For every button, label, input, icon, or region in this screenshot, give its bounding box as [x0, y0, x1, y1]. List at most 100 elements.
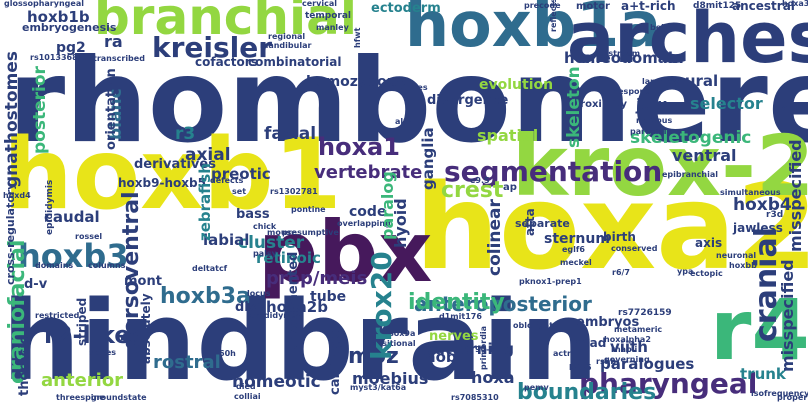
word-axis: axis	[695, 236, 723, 250]
word-primordia: primordia	[479, 325, 488, 370]
word-branchial: branchial	[94, 0, 358, 46]
word-moebius: moebius	[352, 369, 429, 388]
word-colliai: colliai	[234, 392, 261, 401]
word-deltatcf: deltatcf	[192, 264, 228, 273]
word-nerves: nerves	[429, 329, 479, 344]
word-regional: regional	[268, 32, 306, 41]
word-epididymis: epididymis	[45, 179, 55, 235]
word-myst3: myst3/kat6a	[350, 383, 407, 392]
word-oblongata: oblongata	[513, 321, 559, 330]
word-sox9a: sox9a	[389, 329, 416, 338]
word-hoxa: hoxa	[471, 368, 515, 387]
word-anteroposterior: anteroposterior	[414, 292, 592, 316]
word-segmentation: segmentation	[444, 155, 663, 188]
word-ra: ra	[104, 32, 123, 51]
word-proximity: proximity	[573, 99, 627, 110]
word-domains: domains	[35, 261, 74, 270]
word-divergence: divergence	[427, 93, 509, 108]
word-r5: r5	[122, 328, 140, 346]
word-viith: viith	[610, 338, 648, 356]
word-ganglia: ganglia	[419, 127, 437, 190]
word-defects: defects	[210, 176, 244, 185]
word-manley: manley	[316, 23, 349, 32]
word-conserved: conserved	[611, 244, 658, 253]
word-kreisler: kreisler	[152, 31, 273, 64]
word-hoxb3: hoxb3	[18, 237, 129, 275]
word-transcribed: transcribed	[93, 54, 145, 63]
word-palsy: palsy	[253, 249, 277, 258]
word-pknox1-prep1: pknox1-prep1	[519, 277, 582, 286]
word-evolution: evolution	[479, 77, 554, 93]
word-chick: chick	[253, 222, 277, 231]
word-rs7726159: rs7726159	[618, 308, 672, 318]
word-proper: proper	[777, 393, 808, 402]
word-embryos: embryos	[576, 315, 640, 330]
word-ectopic: ectopic	[690, 269, 723, 278]
word-hoxalpha2: hoxalpha2	[604, 335, 651, 344]
word-birth: birth	[603, 230, 636, 244]
word-gnathostomes: gnathostomes	[2, 51, 22, 188]
word-head: head	[573, 336, 607, 350]
word-rossel: rossel	[75, 232, 103, 241]
word-colinear: colinear	[485, 199, 505, 276]
word-series: series	[89, 348, 117, 357]
word-nervous: nervous	[636, 116, 673, 125]
word-absolutely: absolutely	[139, 293, 153, 364]
word-rs1302781: rs1302781	[270, 187, 318, 196]
word-hoxb1a: hoxb1a	[405, 0, 662, 61]
word-upstream: upstream	[597, 49, 641, 58]
word-spatial: spatial	[477, 126, 539, 145]
word-mont: mont	[124, 274, 162, 289]
word-90-kb: 90-kb	[475, 345, 501, 354]
word-cns: cns	[782, 104, 800, 114]
word-positional: positional	[371, 339, 416, 348]
word-misspecified-top: misspecified	[786, 139, 805, 252]
word-bass: bass	[236, 207, 270, 222]
word-r6-7: r6/7	[612, 268, 630, 277]
word-pharyngeal: pharyngeal	[579, 367, 758, 400]
word-krox20: krox20	[365, 251, 398, 360]
word-hoxa3: hoxa3	[782, 0, 808, 8]
word-unsegmented: unsegmented	[286, 251, 301, 352]
word-skeletogenic: skeletogenic	[630, 128, 752, 148]
word-r2-like: r2-like	[44, 321, 131, 349]
word-cervical: cervical	[302, 0, 337, 8]
word-zebrafish: zebrafish	[196, 163, 214, 241]
word-krox-20: krox-20	[512, 117, 808, 215]
word-neuronal: neuronal	[716, 251, 757, 260]
word-mob: mob	[420, 348, 457, 366]
word-precode: precode	[524, 1, 561, 10]
word-lamprey: lamprey	[642, 77, 679, 86]
word-correspond: correspond	[600, 87, 651, 96]
word-hoxb4: hoxb4	[733, 195, 792, 215]
word-preotic: preotic	[211, 165, 271, 183]
word-eglf6: eglf6	[562, 245, 585, 254]
word-pbx: pbx	[258, 203, 433, 301]
word-cofactors: cofactors	[195, 55, 258, 69]
word-governing: governing	[604, 355, 650, 364]
word-isofrequency: isofrequency	[751, 389, 808, 398]
word-jawless: jawless	[733, 221, 783, 235]
word-arches: arches	[567, 0, 808, 79]
word-neural: neural	[664, 72, 719, 90]
word-dlx2: dlx2	[235, 300, 267, 315]
word-homeodomain: homeodomain	[564, 49, 684, 67]
word-temporal: temporal	[305, 11, 352, 21]
word-labial: labial	[203, 231, 250, 249]
word-ancestral: ancestral	[732, 0, 795, 13]
word-rhombomeres: rhombomeres	[8, 34, 808, 169]
word-paraxial: paraxial	[630, 127, 667, 136]
word-cartilage: cartilage	[328, 330, 343, 395]
word-hoxb3a: hoxb3a	[160, 284, 251, 309]
word-metameric: metameric	[614, 325, 663, 334]
word-homeotic: homeotic	[232, 372, 321, 392]
word-crest: crest	[441, 178, 504, 203]
word-hoxbb: hoxbb	[729, 261, 757, 270]
word-actr: actr	[553, 349, 571, 358]
word-moz: moz	[348, 344, 399, 369]
word-hoxa2b: hoxa2b	[266, 298, 328, 316]
word-paralog: paralog	[378, 171, 397, 240]
word-mouse: mouse	[267, 228, 297, 237]
word-paralogues: paralogues	[600, 355, 695, 373]
